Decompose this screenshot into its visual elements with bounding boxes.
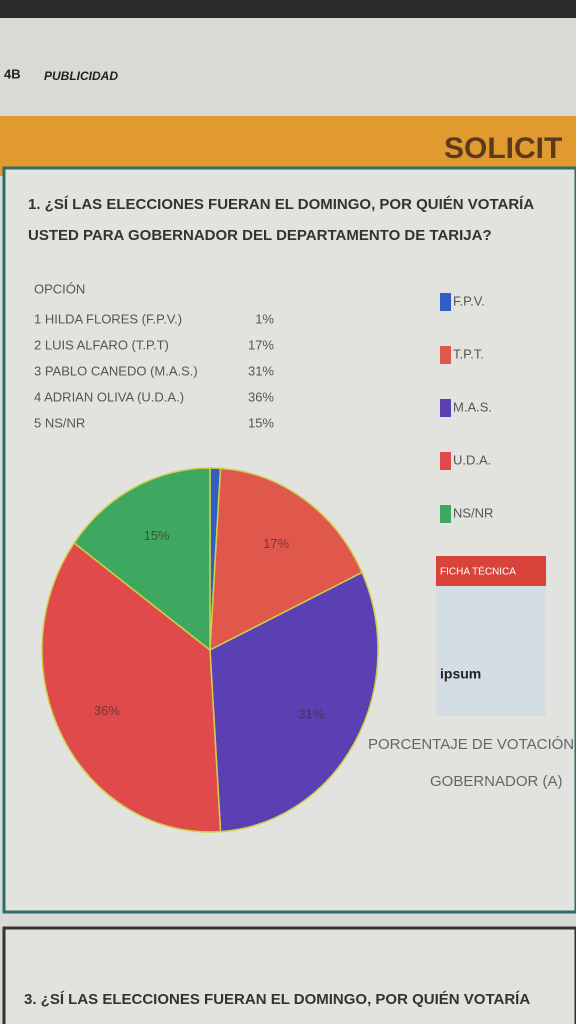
option-label: 4 ADRIAN OLIVA (U.D.A.) (34, 389, 184, 404)
legend-swatch (440, 346, 451, 364)
slice-label: 31% (298, 706, 324, 721)
option-value: 1% (255, 311, 274, 326)
next-panel (2, 926, 576, 1024)
slice-label: 36% (94, 703, 120, 718)
caption: GOBERNADOR (A) (430, 773, 563, 790)
section: PUBLICIDAD (44, 69, 118, 83)
legend-label: F.P.V. (453, 293, 485, 308)
caption: PORCENTAJE DE VOTACIÓN (368, 736, 574, 753)
question: 1. ¿SÍ LAS ELECCIONES FUERAN EL DOMINGO,… (28, 196, 534, 213)
slice-label: 17% (263, 536, 289, 551)
legend-swatch (440, 452, 451, 470)
legend-swatch (440, 399, 451, 417)
option-value: 17% (248, 337, 274, 352)
next-question: 3. ¿SÍ LAS ELECCIONES FUERAN EL DOMINGO,… (24, 991, 530, 1008)
section-number: 4B (4, 66, 21, 81)
option-value: 36% (248, 389, 274, 404)
edge (0, 0, 576, 18)
option-value: 15% (248, 415, 274, 430)
option-label: 5 NS/NR (34, 415, 85, 430)
ficha-header (436, 556, 546, 586)
option-label: 1 HILDA FLORES (F.P.V.) (34, 311, 182, 326)
legend-label: U.D.A. (453, 452, 491, 467)
question: USTED PARA GOBERNADOR DEL DEPARTAMENTO D… (28, 227, 492, 244)
pie-slice (209, 571, 379, 833)
legend-label: NS/NR (453, 505, 493, 520)
legend-swatch (440, 293, 451, 311)
ficha-brand: ipsum (440, 666, 481, 682)
banner-text: SOLICIT (444, 132, 562, 165)
pie-slice (209, 467, 363, 652)
banner (0, 116, 576, 176)
table-header: OPCIÓN (34, 281, 85, 296)
option-label: 3 PABLO CANEDO (M.A.S.) (34, 363, 198, 378)
ficha-title: FICHA TÉCNICA (440, 565, 516, 578)
pie-slice (73, 467, 211, 652)
option-value: 31% (248, 363, 274, 378)
option-label: 2 LUIS ALFARO (T.P.T) (34, 337, 169, 352)
legend-label: T.P.T. (453, 346, 484, 361)
legend-swatch (440, 505, 451, 523)
legend-label: M.A.S. (453, 399, 492, 414)
slice-label: 15% (144, 528, 170, 543)
pie-slice (41, 541, 222, 833)
